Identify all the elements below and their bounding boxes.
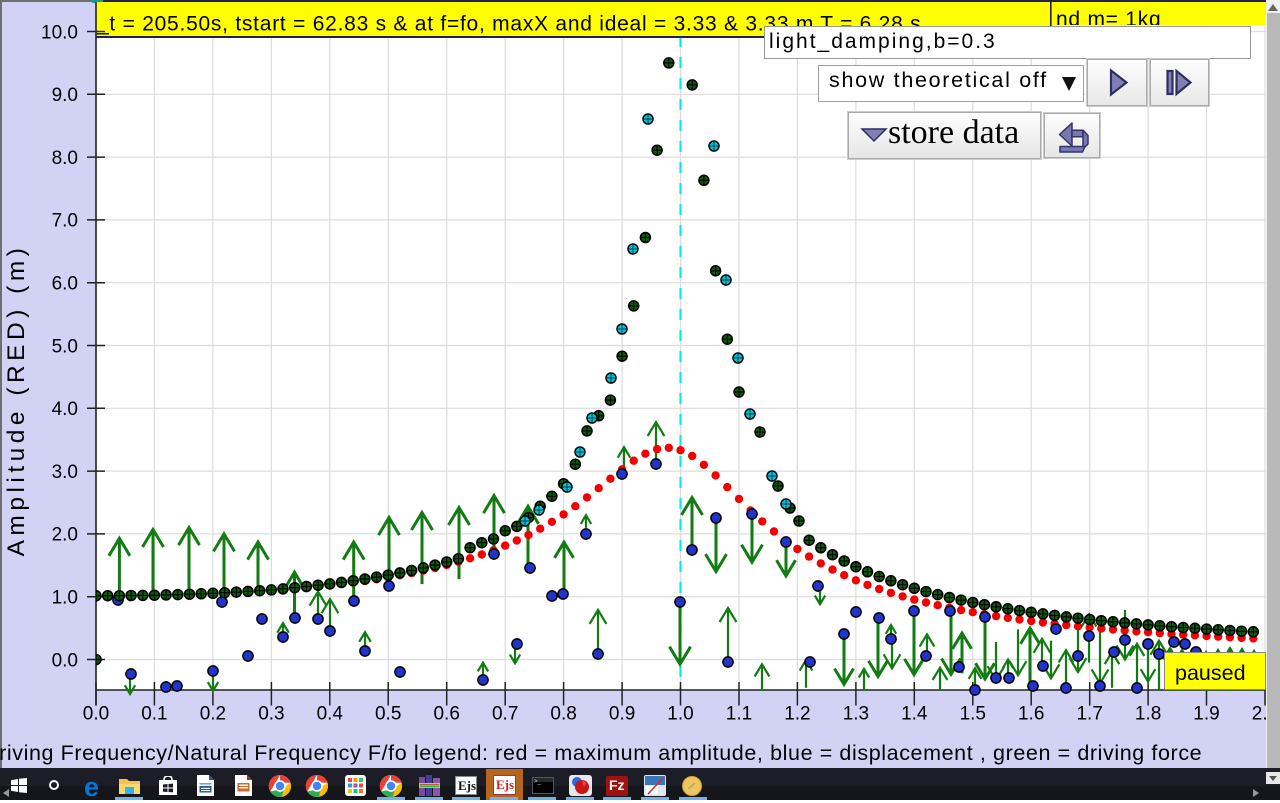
svg-text:1.0: 1.0 <box>52 588 78 609</box>
svg-text:_t = 205.50s, tstart = 62.83 s: _t = 205.50s, tstart = 62.83 s & at f=fo… <box>96 13 921 36</box>
svg-text:1.3: 1.3 <box>843 704 869 725</box>
svg-text:1.4: 1.4 <box>901 704 928 725</box>
svg-text:0.0: 0.0 <box>83 704 109 725</box>
svg-text:5.0: 5.0 <box>52 336 78 357</box>
svg-text:7.0: 7.0 <box>52 211 78 232</box>
svg-text:9.0: 9.0 <box>52 85 78 106</box>
svg-text:nd m= 1kg: nd m= 1kg <box>1056 8 1161 31</box>
svg-text:0.2: 0.2 <box>200 704 226 725</box>
svg-text:6.0: 6.0 <box>52 274 78 295</box>
svg-text:1.6: 1.6 <box>1018 704 1044 725</box>
svg-text:1.8: 1.8 <box>1135 704 1161 725</box>
svg-text:1.9: 1.9 <box>1193 704 1219 725</box>
svg-text:0.9: 0.9 <box>609 704 635 725</box>
svg-text:8.0: 8.0 <box>52 148 78 169</box>
svg-text:3.0: 3.0 <box>52 462 78 483</box>
svg-text:0.8: 0.8 <box>550 704 576 725</box>
svg-text:0.1: 0.1 <box>141 704 167 725</box>
svg-text:0.6: 0.6 <box>433 704 459 725</box>
svg-text:2.0: 2.0 <box>52 525 78 546</box>
svg-text:0.4: 0.4 <box>317 704 344 725</box>
svg-text:1.2: 1.2 <box>784 704 810 725</box>
svg-text:10.0: 10.0 <box>41 22 78 43</box>
svg-text:0.3: 0.3 <box>258 704 284 725</box>
svg-text:1.1: 1.1 <box>726 704 752 725</box>
svg-text:0.7: 0.7 <box>492 704 518 725</box>
svg-text:0.5: 0.5 <box>375 704 401 725</box>
svg-text:Amplitude (RED) (m): Amplitude (RED) (m) <box>3 244 30 557</box>
svg-text:1.0: 1.0 <box>667 704 693 725</box>
svg-text:0.0: 0.0 <box>52 650 78 671</box>
svg-text:1.5: 1.5 <box>960 704 986 725</box>
svg-text:1.7: 1.7 <box>1076 704 1102 725</box>
svg-text:4.0: 4.0 <box>52 399 78 420</box>
